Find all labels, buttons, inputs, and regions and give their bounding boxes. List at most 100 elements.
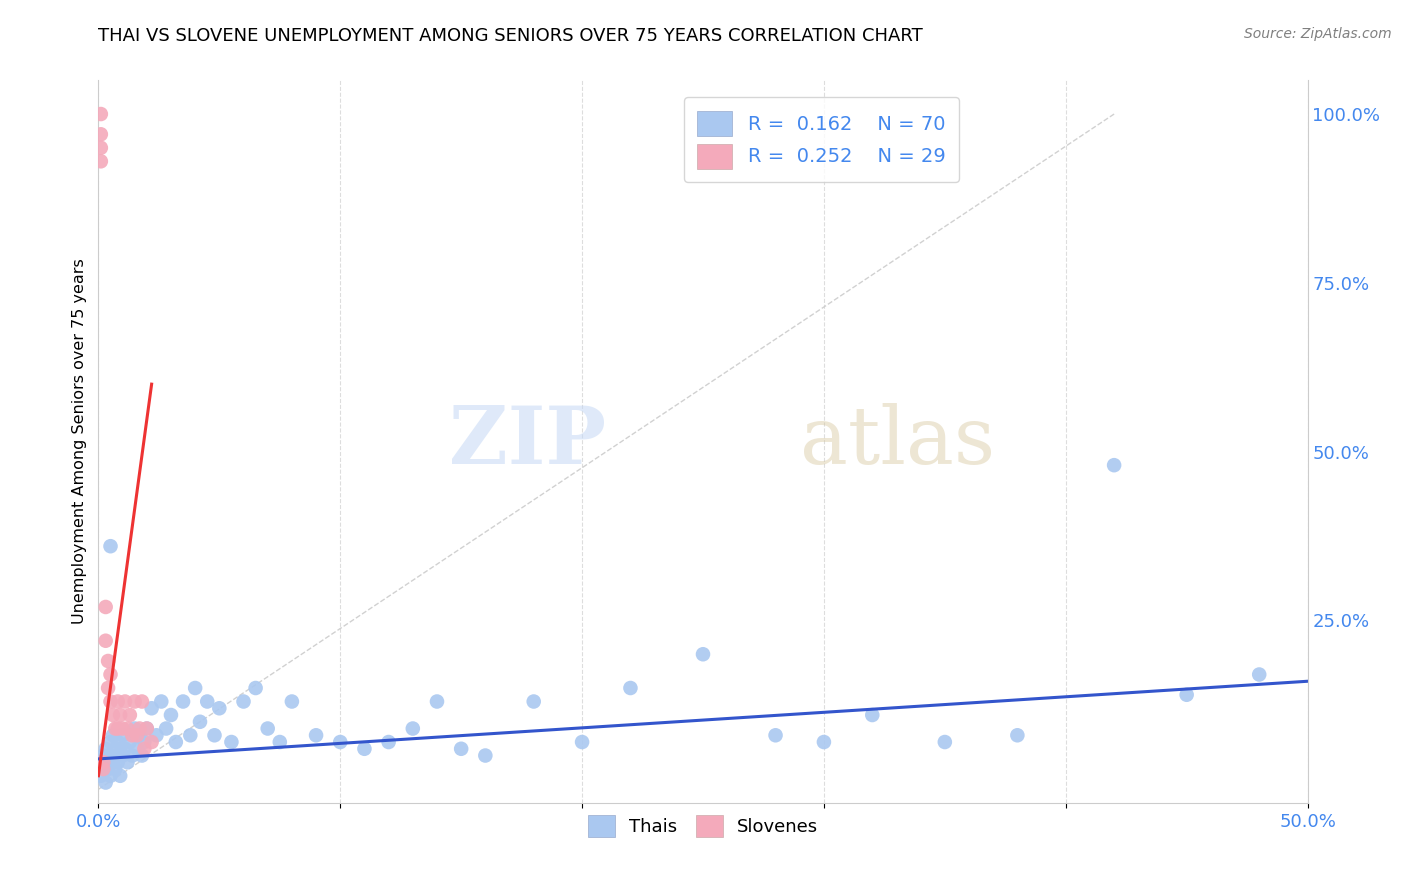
Point [1249,667,1271,681]
Point [97,654,120,668]
Point [94,633,117,648]
Text: THAI VS SLOVENE UNEMPLOYMENT AMONG SENIORS OVER 75 YEARS CORRELATION CHART: THAI VS SLOVENE UNEMPLOYMENT AMONG SENIO… [98,27,924,45]
Point [934,735,956,749]
Point [107,722,129,736]
Point [619,681,641,695]
Text: ZIP: ZIP [450,402,606,481]
Point [450,741,472,756]
Point [104,722,127,736]
Point [97,762,120,776]
Point [100,769,122,783]
Point [117,756,139,770]
Point [1102,458,1125,472]
Point [179,728,201,742]
Point [94,775,117,789]
Point [108,769,131,783]
Point [108,741,131,756]
Point [97,681,120,695]
Point [305,728,328,742]
Point [100,735,122,749]
Point [111,722,134,736]
Point [111,748,134,763]
Point [91,756,114,770]
Point [269,735,291,749]
Point [155,722,177,736]
Point [114,694,136,708]
Text: atlas: atlas [800,402,995,481]
Point [135,722,157,736]
Point [127,728,149,742]
Point [1007,728,1029,742]
Text: Source: ZipAtlas.com: Source: ZipAtlas.com [1244,27,1392,41]
Point [232,694,254,708]
Point [117,722,139,736]
Point [111,728,134,742]
Point [692,647,714,661]
Point [184,681,207,695]
Point [204,728,226,742]
Point [114,741,136,756]
Point [281,694,304,708]
Point [101,728,124,742]
Y-axis label: Unemployment Among Seniors over 75 years: Unemployment Among Seniors over 75 years [72,259,87,624]
Point [94,599,117,614]
Point [329,735,352,749]
Point [208,701,231,715]
Point [860,708,883,723]
Point [104,762,127,776]
Point [165,735,187,749]
Point [90,128,112,142]
Point [377,735,399,749]
Point [121,728,143,742]
Point [107,694,129,708]
Point [91,762,114,776]
Point [134,741,156,756]
Point [523,694,546,708]
Point [94,741,117,756]
Point [353,741,375,756]
Point [131,748,153,763]
Point [100,694,122,708]
Point [108,708,131,723]
Point [1175,688,1198,702]
Point [101,756,124,770]
Point [188,714,211,729]
Point [118,708,141,723]
Point [97,748,120,763]
Point [256,722,278,736]
Point [124,694,146,708]
Point [118,735,141,749]
Point [135,722,157,736]
Point [100,667,122,681]
Point [141,735,163,749]
Point [134,735,156,749]
Point [765,728,787,742]
Point [100,539,122,553]
Point [571,735,593,749]
Point [90,141,112,155]
Point [172,694,194,708]
Point [402,722,425,736]
Point [127,741,149,756]
Point [221,735,243,749]
Point [91,748,114,763]
Point [101,708,124,723]
Point [145,728,167,742]
Point [107,756,129,770]
Point [426,694,449,708]
Point [121,748,143,763]
Point [141,701,163,715]
Point [150,694,173,708]
Point [474,748,496,763]
Point [131,694,153,708]
Point [128,722,150,736]
Point [124,722,146,736]
Point [160,708,183,723]
Point [91,762,114,776]
Point [104,748,127,763]
Point [245,681,267,695]
Point [813,735,835,749]
Point [90,769,112,783]
Point [195,694,218,708]
Legend: Thais, Slovenes: Thais, Slovenes [581,808,825,845]
